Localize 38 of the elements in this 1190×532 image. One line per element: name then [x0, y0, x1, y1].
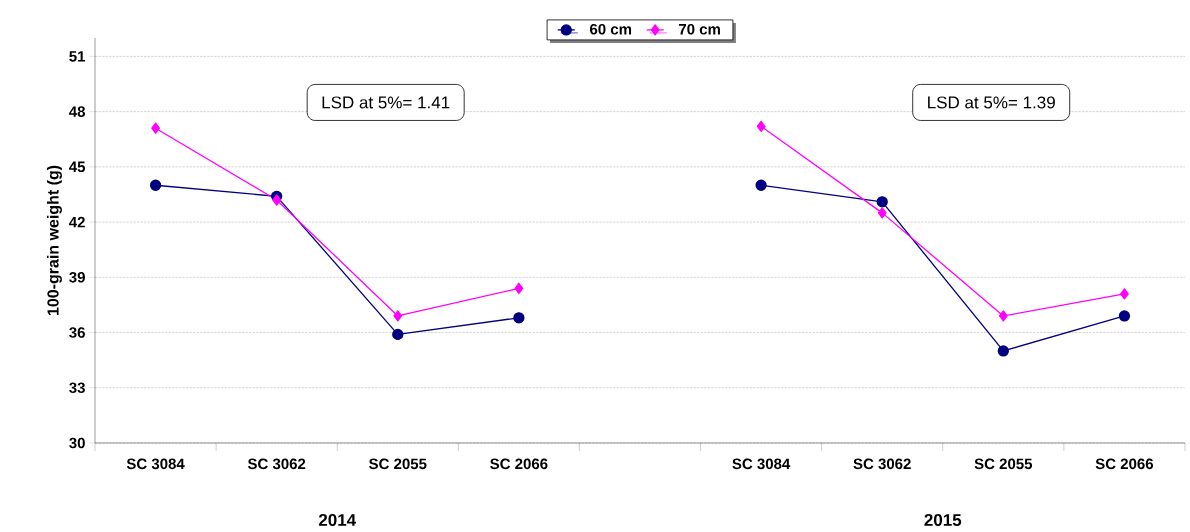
text: 2014 — [318, 513, 357, 527]
y-tick-label: 36 — [69, 327, 85, 338]
y-tick-label: 30 — [69, 437, 85, 449]
x-tick-label: SC 3062 — [853, 458, 911, 470]
x-tick-label: SC 3084 — [732, 458, 791, 470]
x-tick-label: SC 3062 — [247, 458, 306, 470]
y-axis-title: 100-grain weight (g) — [46, 165, 62, 316]
y-tick-label: 51 — [69, 51, 86, 62]
point — [149, 179, 162, 191]
y-tick-label: 42 — [69, 216, 85, 228]
point — [151, 122, 160, 134]
point — [393, 310, 403, 322]
x-tick-label: SC 2066 — [490, 458, 548, 470]
point — [756, 120, 766, 133]
x-tick-label: SC 3084 — [126, 458, 185, 470]
text: 2015 — [924, 513, 962, 527]
y-tick-label: 33 — [69, 382, 85, 394]
point — [997, 345, 1009, 357]
y-tick-label: 45 — [69, 161, 86, 173]
point — [392, 328, 404, 341]
point — [877, 207, 887, 219]
point — [1118, 310, 1131, 322]
point — [513, 312, 525, 324]
y-tick-label: 48 — [69, 106, 86, 117]
legend-label: 70 cm — [679, 23, 720, 35]
point — [514, 282, 524, 294]
point — [998, 310, 1008, 322]
x-tick-label: SC 2055 — [369, 458, 427, 470]
legend-label: 60 cm — [590, 23, 632, 35]
x-tick-label: SC 2066 — [1095, 458, 1154, 470]
point — [1120, 288, 1129, 300]
point — [272, 194, 282, 206]
y-tick-label: 39 — [69, 271, 85, 283]
annotation: LSD at 5%= 1.39 — [928, 96, 1055, 109]
annotation: LSD at 5%= 1.41 — [322, 96, 450, 109]
point — [755, 179, 767, 191]
x-tick-label: SC 2055 — [974, 458, 1033, 470]
point — [876, 196, 888, 208]
